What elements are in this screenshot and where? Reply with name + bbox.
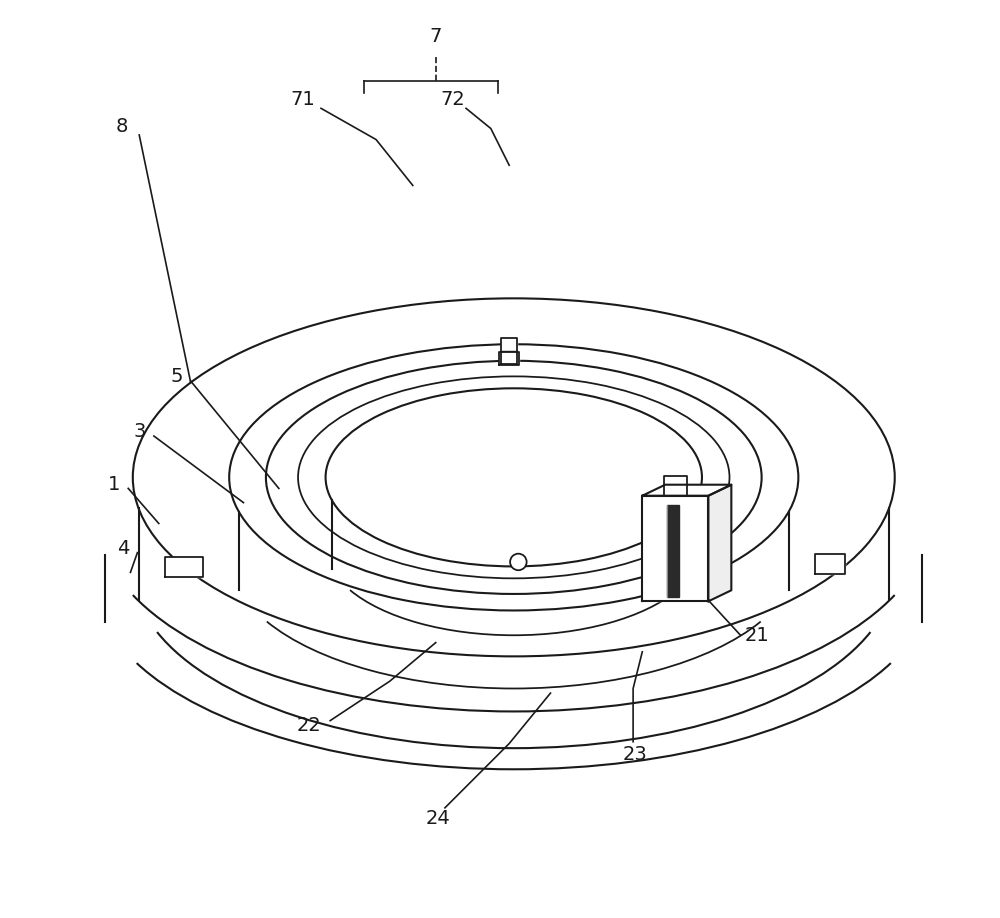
Text: 71: 71 xyxy=(290,90,315,108)
Text: 3: 3 xyxy=(134,422,146,441)
Polygon shape xyxy=(708,485,731,601)
Text: 22: 22 xyxy=(297,716,321,734)
Polygon shape xyxy=(501,338,517,364)
Text: 72: 72 xyxy=(440,90,465,108)
Text: 21: 21 xyxy=(745,626,769,644)
Text: 8: 8 xyxy=(116,118,128,136)
Polygon shape xyxy=(664,476,687,496)
Polygon shape xyxy=(815,554,845,575)
Text: 23: 23 xyxy=(623,745,647,764)
Text: 1: 1 xyxy=(108,476,121,494)
Polygon shape xyxy=(642,496,708,601)
Polygon shape xyxy=(642,485,731,496)
Text: 4: 4 xyxy=(117,540,130,558)
Circle shape xyxy=(510,554,527,570)
Polygon shape xyxy=(499,352,519,365)
Text: 5: 5 xyxy=(171,367,183,386)
Polygon shape xyxy=(667,505,679,597)
Text: 24: 24 xyxy=(425,810,450,828)
Text: 7: 7 xyxy=(430,28,442,46)
Polygon shape xyxy=(165,556,203,577)
